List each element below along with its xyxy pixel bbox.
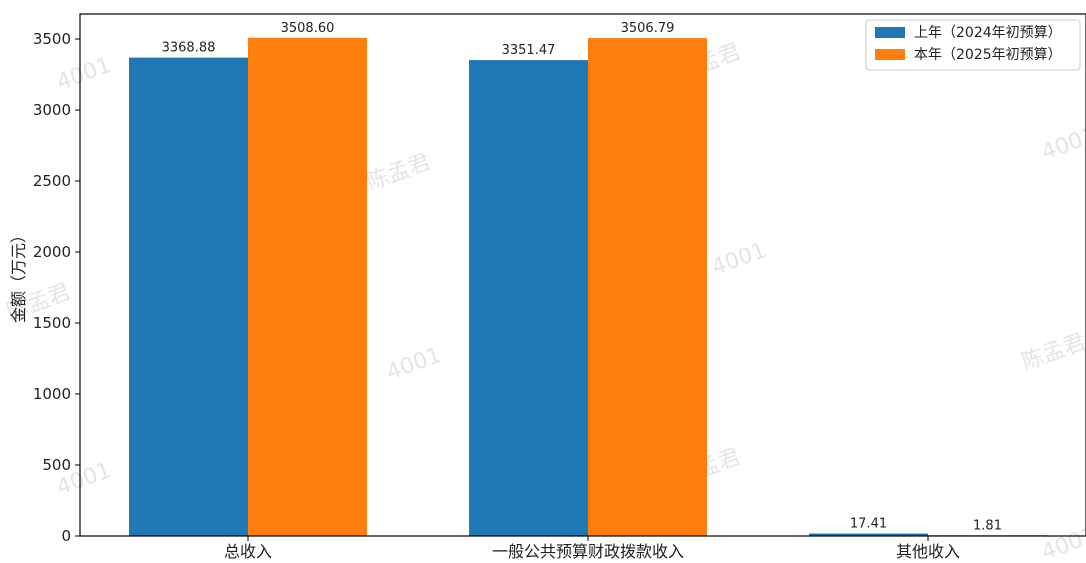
y-tick-label: 500 xyxy=(42,456,71,474)
y-tick-label: 2000 xyxy=(33,243,71,261)
watermark-text: 4001 xyxy=(384,343,445,386)
data-label: 17.41 xyxy=(850,517,887,532)
axes-layer: 0 500 1000 1500 2000 2500 3000 3500 xyxy=(33,13,1086,545)
y-tick-label: 3500 xyxy=(33,30,71,48)
y-axis-label: 金额（万元） xyxy=(9,227,28,323)
watermark-text: 陈孟君 xyxy=(364,150,435,196)
y-tick-label: 1000 xyxy=(33,385,71,403)
legend-swatch xyxy=(875,27,905,38)
data-label: 3506.79 xyxy=(621,21,675,36)
watermark-text: 4001 xyxy=(709,238,770,281)
watermark-text: 4001 xyxy=(1039,523,1086,563)
legend-label: 本年（2025年初预算） xyxy=(914,46,1062,63)
data-label: 3368.88 xyxy=(162,41,216,56)
legend-swatch xyxy=(875,49,905,60)
bar-last-year-0 xyxy=(129,57,248,536)
bar-this-year-1 xyxy=(588,38,707,536)
watermark-text: 陈孟君 xyxy=(1019,330,1086,376)
data-label: 3351.47 xyxy=(502,43,556,58)
plot-frame xyxy=(79,13,1086,537)
labels-layer: 3368.88 3508.60 总收入 3351.47 3506.79 一般公共预算财政拨… xyxy=(162,21,1002,561)
legend-box xyxy=(865,19,1081,71)
bars-layer xyxy=(129,37,1047,537)
legend-label: 上年（2024年初预算） xyxy=(914,24,1062,41)
y-tick-label: 3000 xyxy=(33,101,71,119)
x-tick-label: 总收入 xyxy=(224,542,272,561)
data-label: 1.81 xyxy=(973,519,1002,534)
y-tick-label: 2500 xyxy=(33,172,71,190)
data-label: 3508.60 xyxy=(281,21,335,36)
y-tick-label: 0 xyxy=(61,527,71,545)
y-tick-label: 1500 xyxy=(33,314,71,332)
x-tick-label: 一般公共预算财政拨款收入 xyxy=(492,542,684,561)
bar-last-year-2 xyxy=(809,533,928,536)
x-tick-label: 其他收入 xyxy=(896,542,960,561)
bar-this-year-0 xyxy=(248,37,367,536)
watermark-text: 4001 xyxy=(54,53,115,96)
watermark-text: 4001 xyxy=(1039,123,1086,166)
legend: 上年（2024年初预算） 本年（2025年初预算） xyxy=(865,19,1081,71)
bar-last-year-1 xyxy=(469,60,588,537)
